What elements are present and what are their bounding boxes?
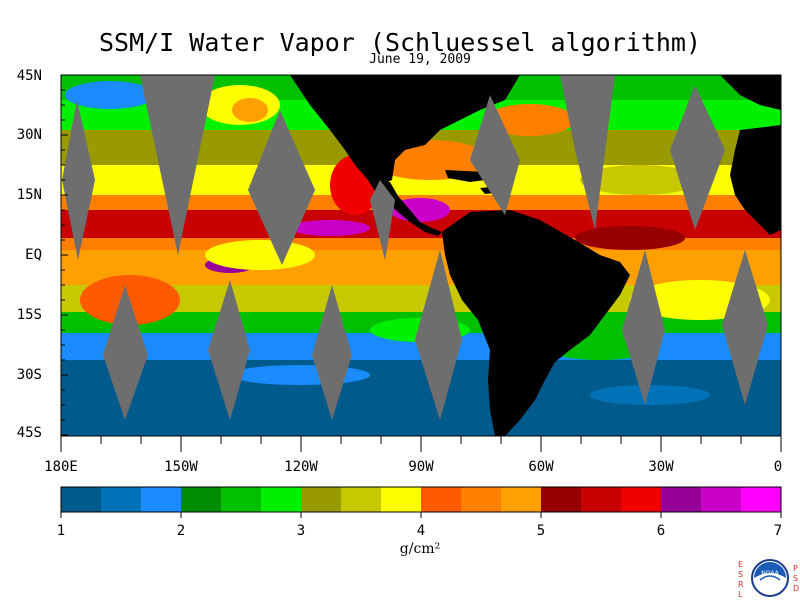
swath-gap <box>62 100 95 260</box>
wv-blob <box>590 385 710 405</box>
lat-label-45s: 45S <box>16 425 42 441</box>
logo-letter: S <box>738 570 744 579</box>
colorbar-swatch <box>61 487 102 512</box>
lon-label-0: 0 <box>773 459 783 475</box>
lon-label-180e: 180E <box>44 459 78 475</box>
wv-blob <box>232 98 268 122</box>
colorbar-swatch <box>501 487 542 512</box>
lat-label-30n: 30N <box>16 127 42 143</box>
lat-label-30s: 30S <box>16 367 42 383</box>
swath-gap <box>470 95 520 215</box>
colorbar-swatch <box>581 487 622 512</box>
swath-gap <box>560 75 615 230</box>
colorbar-label-2: 2 <box>176 523 186 539</box>
swath-gap <box>208 280 250 420</box>
swath-gap <box>415 250 462 420</box>
logo-letter: D <box>793 584 800 593</box>
colorbar-swatch <box>621 487 662 512</box>
noaa-esrl-psd-logo: E S R L NOAA P S D <box>736 556 800 600</box>
land-europe <box>720 75 781 110</box>
wv-blob <box>205 240 315 270</box>
lon-label-30w: 30W <box>648 459 674 475</box>
colorbar-swatch <box>421 487 462 512</box>
swath-gap <box>670 85 725 230</box>
colorbar-swatch <box>301 487 342 512</box>
colorbar-swatch <box>101 487 142 512</box>
land-africa <box>730 125 781 235</box>
colorbar-swatch <box>141 487 182 512</box>
colorbar-label-1: 1 <box>56 523 66 539</box>
colorbar-swatch <box>741 487 782 512</box>
colorbar <box>61 487 782 512</box>
lon-label-150w: 150W <box>164 459 198 475</box>
colorbar-units: g/cm² <box>399 541 441 557</box>
lon-label-120w: 120W <box>284 459 318 475</box>
colorbar-swatch <box>661 487 702 512</box>
logo-letter: E <box>738 560 744 569</box>
noaa-emblem-icon: NOAA <box>751 559 789 597</box>
longitude-ticks <box>60 436 782 452</box>
wv-blob <box>65 81 155 109</box>
swath-gap <box>312 285 352 420</box>
colorbar-swatch <box>541 487 582 512</box>
colorbar-swatch <box>701 487 742 512</box>
lon-label-60w: 60W <box>528 459 554 475</box>
land-south-america <box>442 210 630 436</box>
colorbar-swatch <box>341 487 382 512</box>
map-title: SSM/I Water Vapor (Schluessel algorithm) <box>98 28 702 57</box>
wv-blob <box>230 365 370 385</box>
colorbar-swatch <box>221 487 262 512</box>
colorbar-label-6: 6 <box>656 523 666 539</box>
colorbar-ticks <box>60 512 782 518</box>
logo-letter: L <box>738 590 743 599</box>
logo-letter: S <box>793 574 799 583</box>
logo-letter: R <box>738 580 744 589</box>
swath-gap <box>622 250 665 405</box>
swath-gap <box>103 285 148 420</box>
colorbar-label-4: 4 <box>416 523 426 539</box>
wv-blob <box>580 165 700 195</box>
lat-label-eq: EQ <box>25 247 42 263</box>
colorbar-label-3: 3 <box>296 523 306 539</box>
colorbar-swatch <box>381 487 422 512</box>
wv-blob <box>80 275 180 325</box>
wv-blob <box>290 220 370 236</box>
swath-gap <box>248 110 315 265</box>
colorbar-swatch <box>181 487 222 512</box>
wv-blob <box>575 226 685 250</box>
colorbar-label-7: 7 <box>773 523 783 539</box>
latitude-ticks <box>61 74 68 436</box>
logo-letter: P <box>793 564 798 573</box>
swath-gap <box>722 250 768 405</box>
colorbar-swatch <box>461 487 502 512</box>
map-area <box>61 75 781 436</box>
colorbar-swatch <box>261 487 302 512</box>
lat-label-45n: 45N <box>16 68 42 84</box>
land-north-america <box>290 75 520 185</box>
lon-label-90w: 90W <box>408 459 434 475</box>
lat-label-15n: 15N <box>16 187 42 203</box>
wv-band-eq-10s <box>61 250 781 290</box>
lat-label-15s: 15S <box>16 307 42 323</box>
wv-blob <box>485 104 575 136</box>
colorbar-label-5: 5 <box>536 523 546 539</box>
swath-gaps <box>62 75 768 420</box>
swath-gap <box>370 180 395 260</box>
swath-gap <box>140 75 215 255</box>
logo-center-text: NOAA <box>761 570 779 577</box>
map-date: June 19, 2009 <box>369 52 471 67</box>
